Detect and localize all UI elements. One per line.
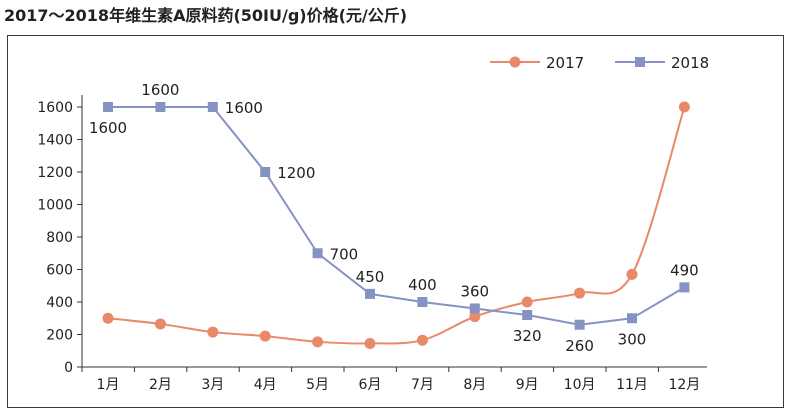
data-point-2017 [312,336,324,348]
data-point-2017 [521,296,533,308]
data-point-2017 [416,334,428,346]
y-tick-label: 600 [46,263,73,279]
data-label-2018: 320 [513,327,542,345]
data-point-2017 [574,287,586,299]
data-point-2017 [259,330,271,342]
y-tick-label: 1000 [37,198,73,214]
y-tick-label: 800 [46,230,73,246]
x-tick-label: 12月 [668,377,700,393]
data-point-2018 [312,248,323,259]
x-tick-label: 4月 [254,377,277,393]
data-point-2018 [207,102,218,112]
legend-marker-2017 [509,56,521,68]
chart-frame [7,35,784,408]
legend-label-2018: 2018 [671,54,709,72]
data-label-2018: 490 [670,261,699,279]
data-label-2018: 1600 [141,81,179,99]
data-point-2018 [155,102,166,112]
data-label-2018: 300 [618,330,647,348]
data-point-2018 [260,167,271,177]
x-tick-label: 3月 [201,377,224,393]
data-point-2018 [103,102,113,112]
data-point-2017 [207,326,219,338]
data-point-2017 [626,268,638,280]
data-point-2017 [678,101,690,113]
x-tick-label: 5月 [306,377,329,393]
y-tick-label: 1600 [37,100,73,116]
data-point-2018 [679,282,690,293]
data-label-2018: 1600 [89,119,127,137]
y-tick-label: 1200 [37,165,73,181]
y-tick-label: 200 [46,328,73,344]
series-line-2018 [108,106,685,326]
data-point-2017 [469,311,481,323]
chart-title: 2017～2018年维生素A原料药(50IU/g)价格(元/公斤) [4,6,408,25]
x-tick-label: 10月 [564,377,596,393]
data-point-2018 [574,319,585,330]
data-point-2018 [469,303,480,314]
y-tick-label: 1400 [37,133,73,149]
legend-label-2017: 2017 [546,54,584,72]
data-label-2018: 1200 [277,164,315,182]
data-point-2018 [522,310,533,320]
data-label-2018: 360 [460,283,489,301]
x-tick-label: 9月 [516,377,539,393]
data-label-2018: 260 [565,337,594,355]
data-point-2018 [417,297,428,307]
x-tick-label: 8月 [463,377,486,393]
y-tick-label: 0 [64,360,73,376]
data-point-2017 [102,312,114,324]
series-line-2017 [107,106,686,345]
data-point-2017 [154,318,166,330]
legend-marker-2018 [635,57,645,67]
x-tick-label: 11月 [616,377,648,393]
x-tick-label: 6月 [359,377,382,393]
data-label-2018: 450 [356,268,385,286]
data-point-2018 [627,313,637,324]
x-tick-label: 7月 [411,377,434,393]
data-point-2018 [365,288,375,299]
data-label-2018: 700 [330,245,359,263]
x-tick-label: 2月 [149,377,172,393]
data-label-2018: 1600 [225,99,263,117]
x-tick-label: 1月 [97,377,120,393]
data-point-2017 [364,337,376,349]
data-label-2018: 400 [408,276,437,294]
y-tick-label: 400 [46,295,73,311]
